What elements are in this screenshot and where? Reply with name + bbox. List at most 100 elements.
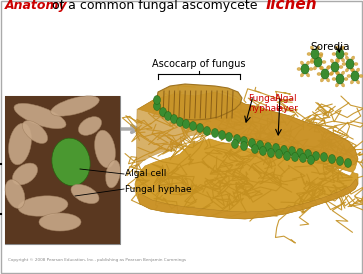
Ellipse shape — [351, 68, 355, 72]
Ellipse shape — [319, 54, 323, 58]
Ellipse shape — [273, 144, 280, 153]
Ellipse shape — [232, 139, 238, 149]
Ellipse shape — [241, 136, 248, 145]
Ellipse shape — [314, 57, 322, 67]
Ellipse shape — [281, 145, 287, 155]
Ellipse shape — [265, 142, 272, 152]
Ellipse shape — [351, 56, 355, 60]
Ellipse shape — [212, 129, 219, 138]
Ellipse shape — [359, 75, 363, 78]
Ellipse shape — [344, 53, 348, 56]
Ellipse shape — [341, 46, 344, 50]
Ellipse shape — [332, 78, 336, 81]
Ellipse shape — [310, 58, 314, 62]
Ellipse shape — [241, 141, 248, 150]
Text: Algal
layer: Algal layer — [275, 94, 298, 113]
Ellipse shape — [322, 61, 326, 64]
Text: Ascocarp of fungus: Ascocarp of fungus — [152, 59, 246, 69]
Text: Algal cell: Algal cell — [125, 170, 166, 178]
Ellipse shape — [317, 58, 320, 62]
Ellipse shape — [297, 149, 303, 158]
Ellipse shape — [332, 53, 336, 56]
Ellipse shape — [356, 80, 360, 84]
Ellipse shape — [95, 130, 115, 168]
Text: Copyright © 2008 Pearson Education, Inc., publishing as Pearson Benjamin Cumming: Copyright © 2008 Pearson Education, Inc.… — [8, 258, 186, 262]
Ellipse shape — [291, 153, 298, 161]
Ellipse shape — [329, 155, 335, 164]
Ellipse shape — [225, 133, 232, 141]
Ellipse shape — [257, 141, 264, 150]
Ellipse shape — [326, 78, 330, 82]
Bar — [5, 96, 120, 244]
Ellipse shape — [306, 61, 310, 65]
Ellipse shape — [317, 73, 321, 76]
Ellipse shape — [321, 69, 329, 79]
Ellipse shape — [159, 107, 167, 116]
Text: lichen: lichen — [266, 0, 318, 12]
Ellipse shape — [154, 96, 160, 104]
Ellipse shape — [326, 66, 330, 70]
Ellipse shape — [356, 68, 360, 72]
Ellipse shape — [297, 67, 301, 70]
Ellipse shape — [335, 83, 339, 87]
Ellipse shape — [164, 112, 171, 121]
Ellipse shape — [18, 196, 68, 216]
Ellipse shape — [299, 153, 306, 162]
Ellipse shape — [268, 149, 274, 158]
Ellipse shape — [52, 138, 90, 186]
Ellipse shape — [339, 65, 343, 68]
Ellipse shape — [346, 59, 354, 69]
Ellipse shape — [204, 127, 211, 136]
Ellipse shape — [154, 101, 160, 110]
Text: Soredia: Soredia — [310, 42, 350, 52]
Ellipse shape — [39, 213, 81, 231]
Ellipse shape — [309, 67, 313, 70]
Ellipse shape — [327, 65, 331, 68]
Ellipse shape — [344, 78, 348, 81]
Bar — [130, 34, 360, 249]
Ellipse shape — [176, 118, 184, 127]
Ellipse shape — [350, 80, 354, 84]
Ellipse shape — [249, 138, 256, 147]
Ellipse shape — [300, 73, 303, 77]
Ellipse shape — [319, 53, 323, 56]
Ellipse shape — [347, 75, 351, 78]
Ellipse shape — [344, 158, 351, 167]
Ellipse shape — [341, 71, 344, 75]
Polygon shape — [157, 84, 242, 120]
Ellipse shape — [276, 150, 282, 158]
Ellipse shape — [305, 150, 311, 158]
Ellipse shape — [335, 58, 339, 62]
Ellipse shape — [337, 156, 343, 165]
Ellipse shape — [317, 46, 320, 50]
Ellipse shape — [171, 115, 178, 124]
Text: Fungal hyphae: Fungal hyphae — [125, 184, 192, 193]
Ellipse shape — [106, 160, 120, 188]
Ellipse shape — [189, 121, 196, 130]
Text: Anatomy: Anatomy — [5, 0, 68, 12]
Ellipse shape — [313, 152, 319, 161]
Ellipse shape — [350, 68, 354, 72]
Ellipse shape — [313, 66, 317, 70]
Ellipse shape — [330, 71, 334, 75]
Ellipse shape — [345, 56, 348, 60]
Ellipse shape — [301, 64, 309, 74]
Ellipse shape — [341, 58, 344, 62]
Ellipse shape — [260, 147, 266, 156]
Ellipse shape — [345, 68, 348, 72]
Ellipse shape — [335, 71, 339, 75]
Ellipse shape — [354, 62, 358, 65]
Polygon shape — [136, 92, 358, 174]
Ellipse shape — [310, 61, 314, 64]
Ellipse shape — [284, 152, 290, 161]
Ellipse shape — [300, 61, 303, 65]
Ellipse shape — [341, 83, 344, 87]
Ellipse shape — [321, 66, 324, 70]
Ellipse shape — [329, 73, 333, 76]
Ellipse shape — [51, 96, 99, 116]
Ellipse shape — [337, 71, 340, 75]
Polygon shape — [135, 92, 358, 219]
Ellipse shape — [336, 49, 344, 59]
Ellipse shape — [183, 119, 189, 129]
Ellipse shape — [337, 59, 340, 63]
